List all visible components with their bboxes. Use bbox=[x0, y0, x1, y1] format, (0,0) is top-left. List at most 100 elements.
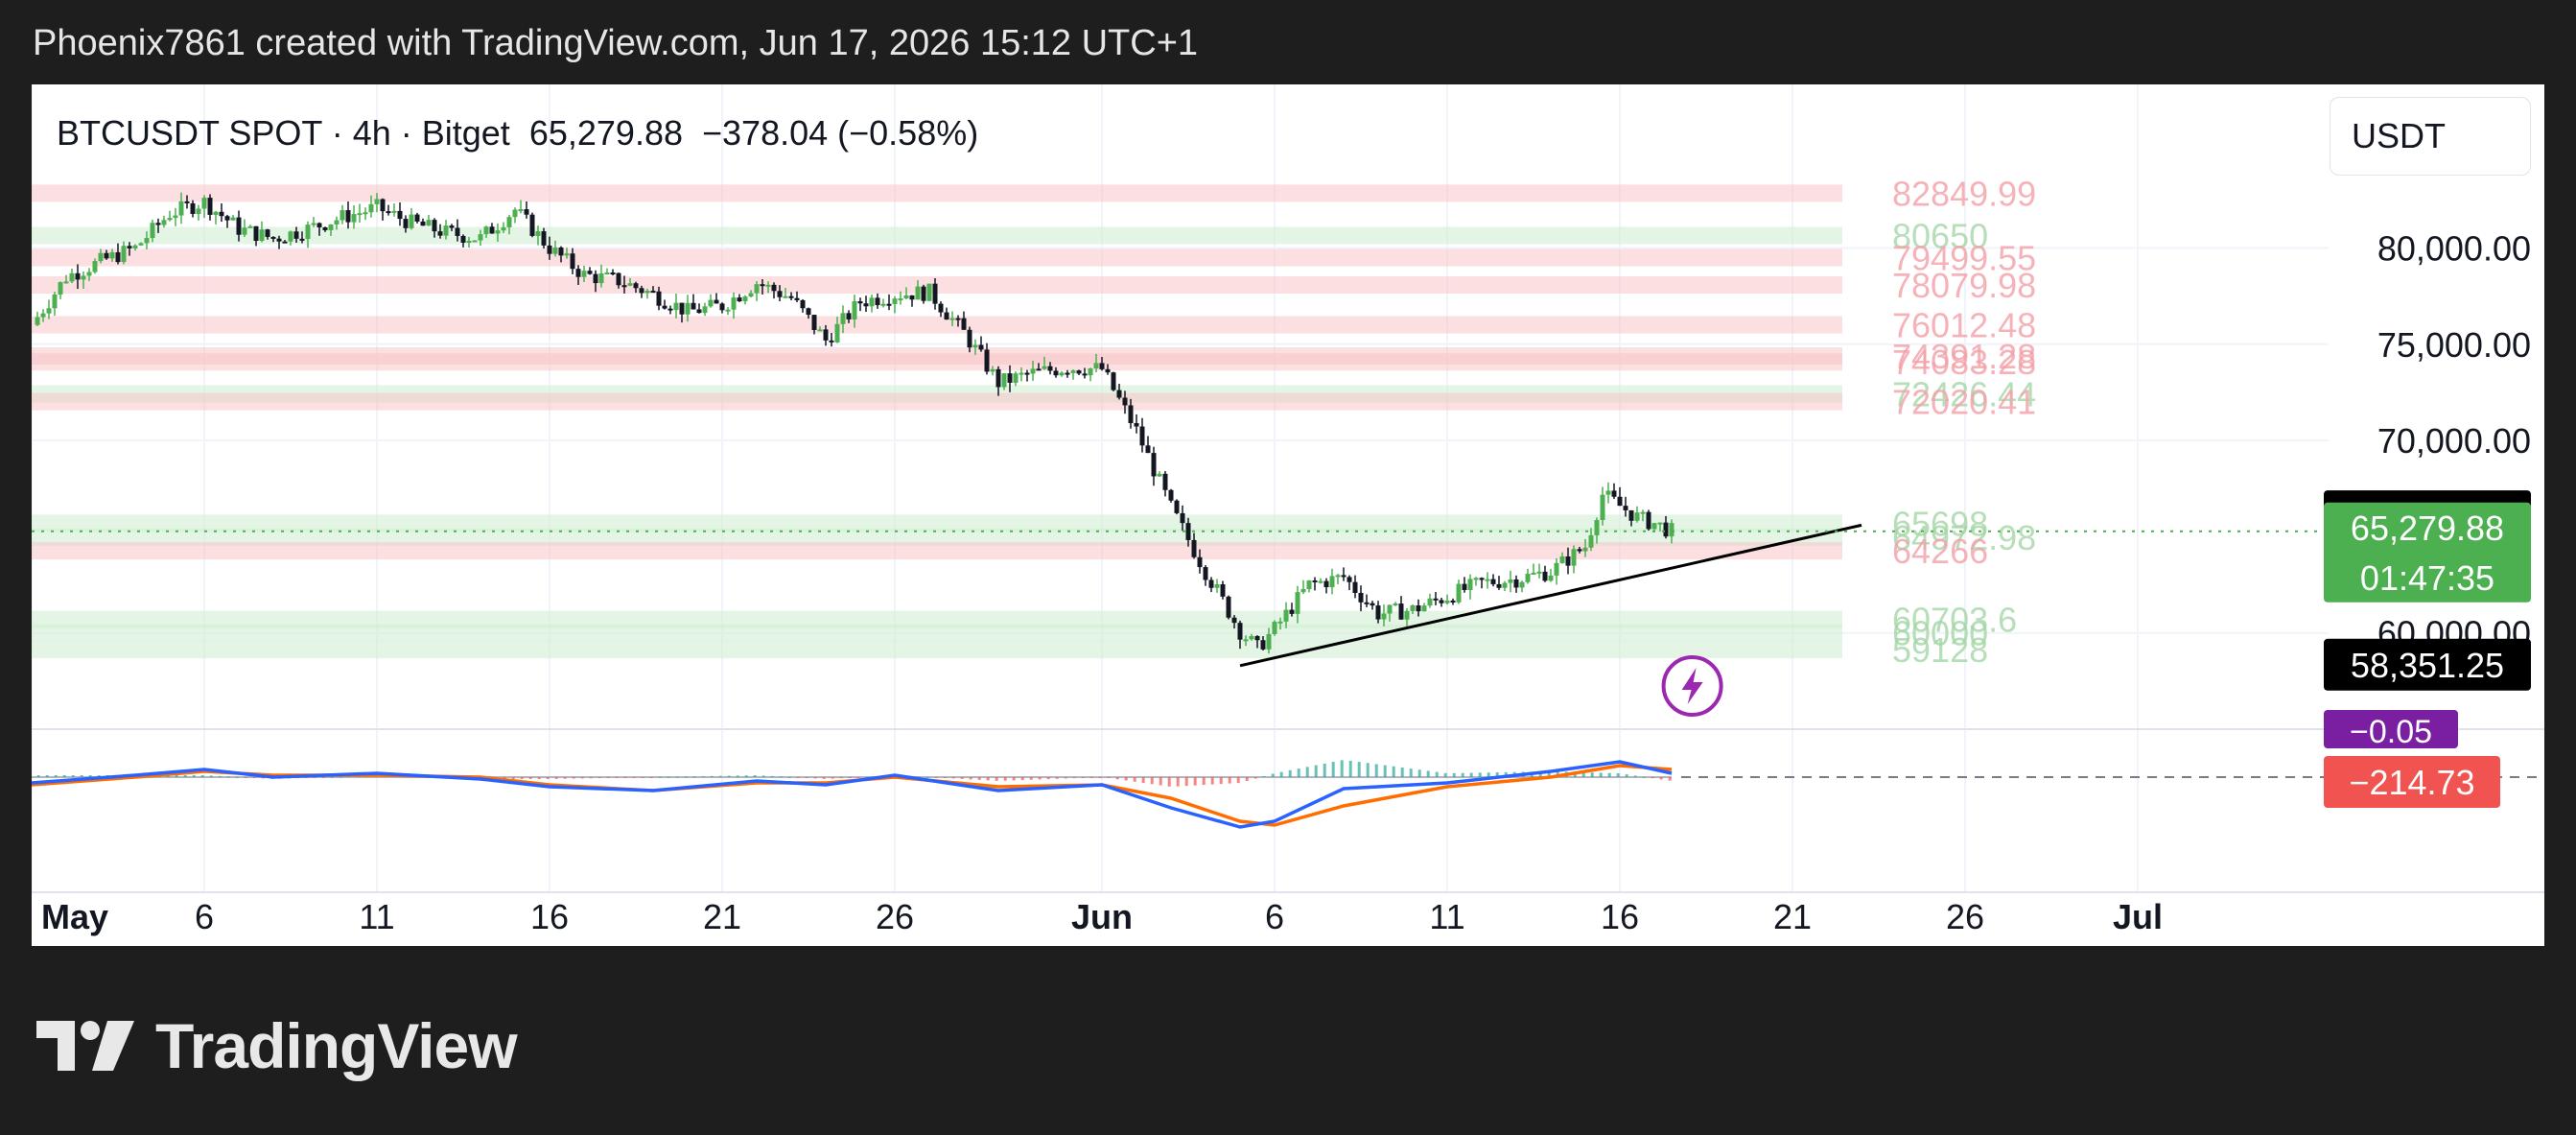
macd-hist-bar-76 bbox=[692, 776, 696, 778]
candle-body-215 bbox=[1272, 622, 1277, 634]
x-tick-label-6: Jun bbox=[1071, 897, 1133, 936]
macd-hist-bar-126 bbox=[1124, 777, 1128, 781]
candle-body-97 bbox=[593, 273, 598, 284]
candle-body-280 bbox=[1646, 511, 1651, 530]
candle-body-194 bbox=[1151, 453, 1157, 477]
currency-selector-button[interactable]: USDT bbox=[2330, 97, 2531, 176]
x-tick-label-3: 16 bbox=[530, 897, 569, 936]
candle-body-267 bbox=[1571, 549, 1577, 566]
candle-body-165 bbox=[984, 349, 990, 372]
macd-hist-bar-71 bbox=[649, 777, 653, 778]
macd-hist-bar-169 bbox=[1495, 772, 1499, 777]
macd-hist-bar-170 bbox=[1504, 771, 1508, 777]
macd-hist-bar-166 bbox=[1469, 772, 1473, 777]
candle-body-16 bbox=[127, 246, 132, 248]
candle-body-163 bbox=[972, 344, 978, 348]
candle-body-193 bbox=[1145, 445, 1151, 454]
candle-body-158 bbox=[944, 312, 949, 320]
x-tick-label-11: 26 bbox=[1946, 897, 1984, 936]
candle-body-134 bbox=[806, 308, 811, 316]
candle-body-63 bbox=[397, 210, 403, 220]
candle-body-23 bbox=[167, 218, 173, 221]
candle-body-137 bbox=[823, 329, 829, 341]
candle-body-127 bbox=[765, 284, 771, 287]
candle-body-54 bbox=[345, 210, 351, 223]
chart-attribution: Phoenix7861 created with TradingView.com… bbox=[33, 23, 1199, 63]
candle-body-115 bbox=[696, 309, 702, 314]
macd-hist-bar-35 bbox=[339, 776, 342, 778]
macd-hist-bar-122 bbox=[1089, 777, 1093, 778]
price-label-low-text-0: 58,351.25 bbox=[2351, 646, 2504, 685]
candle-body-213 bbox=[1260, 640, 1266, 650]
macd-hist-bar-24 bbox=[244, 777, 247, 778]
candle-body-56 bbox=[357, 213, 363, 216]
price-chart[interactable]: 82849.998065079499.5578079.9876012.48743… bbox=[32, 84, 2544, 946]
candle-body-272 bbox=[1600, 494, 1605, 521]
macd-hist-bar-25 bbox=[252, 777, 256, 778]
macd-hist-bar-154 bbox=[1366, 763, 1370, 777]
candle-body-224 bbox=[1323, 580, 1329, 588]
macd-hist-bar-160 bbox=[1417, 769, 1421, 777]
candle-body-75 bbox=[466, 240, 472, 243]
candle-body-18 bbox=[138, 243, 144, 246]
macd-hist-bar-181 bbox=[1599, 772, 1603, 777]
candle-body-29 bbox=[201, 198, 207, 209]
candle-body-189 bbox=[1122, 397, 1128, 406]
candle-body-173 bbox=[1030, 368, 1036, 374]
macd-hist-bar-138 bbox=[1228, 777, 1231, 784]
macd-hist-bar-1 bbox=[45, 775, 49, 777]
candle-body-160 bbox=[955, 318, 961, 320]
candle-body-86 bbox=[529, 214, 535, 236]
candle-body-157 bbox=[938, 303, 944, 313]
candle-body-58 bbox=[368, 203, 374, 213]
candle-body-48 bbox=[311, 223, 316, 225]
macd-hist-bar-65 bbox=[597, 777, 601, 779]
candle-body-82 bbox=[506, 217, 512, 227]
candle-body-101 bbox=[616, 272, 621, 286]
candle-body-195 bbox=[1157, 473, 1162, 477]
macd-hist-bar-33 bbox=[321, 777, 325, 778]
candle-body-9 bbox=[86, 272, 92, 276]
candle-body-217 bbox=[1283, 609, 1289, 622]
candle-body-162 bbox=[967, 329, 972, 348]
candle-body-243 bbox=[1433, 598, 1439, 601]
candle-body-130 bbox=[783, 296, 788, 298]
macd-hist-bar-92 bbox=[831, 777, 834, 779]
macd-hist-bar-86 bbox=[779, 776, 783, 778]
chart-frame[interactable]: 82849.99 80650 79499.55 78079.98 76012.48 743… bbox=[32, 84, 2544, 946]
support-trendline[interactable] bbox=[1239, 523, 1862, 668]
macd-hist-bar-162 bbox=[1435, 771, 1439, 777]
candle-body-152 bbox=[909, 295, 915, 300]
candle-body-28 bbox=[196, 208, 201, 214]
macd-hist-bar-20 bbox=[209, 775, 213, 777]
candle-body-25 bbox=[178, 201, 184, 216]
candle-body-113 bbox=[685, 302, 691, 315]
zone-band-8 bbox=[32, 392, 1842, 411]
candle-body-249 bbox=[1467, 579, 1473, 591]
macd-hist-bar-75 bbox=[684, 776, 688, 778]
candle-body-247 bbox=[1456, 583, 1462, 603]
macd-hist-bar-78 bbox=[710, 775, 714, 777]
candle-body-278 bbox=[1634, 512, 1640, 521]
candle-body-102 bbox=[621, 285, 627, 288]
zone-label-7: 72426.44 bbox=[1892, 374, 2036, 414]
candle-body-92 bbox=[564, 253, 570, 256]
macd-hist-bar-5 bbox=[80, 775, 83, 777]
candle-body-95 bbox=[581, 271, 587, 277]
candle-body-21 bbox=[155, 223, 161, 225]
candle-body-190 bbox=[1128, 405, 1134, 423]
zone-band-6 bbox=[32, 353, 1842, 371]
candle-body-188 bbox=[1116, 390, 1122, 398]
macd-signal-line bbox=[32, 764, 1673, 827]
candle-body-155 bbox=[926, 283, 932, 301]
current-price-label-text-1: 01:47:35 bbox=[2360, 558, 2494, 598]
macd-hist-bar-153 bbox=[1357, 762, 1361, 777]
candle-body-228 bbox=[1347, 577, 1352, 582]
candle-body-144 bbox=[863, 303, 869, 307]
macd-hist-bar-112 bbox=[1003, 777, 1007, 781]
candle-body-73 bbox=[455, 227, 460, 236]
candle-body-177 bbox=[1053, 370, 1059, 376]
candle-body-2 bbox=[46, 308, 52, 314]
tradingview-logo: TradingView bbox=[36, 1009, 518, 1082]
candle-body-282 bbox=[1657, 522, 1663, 525]
